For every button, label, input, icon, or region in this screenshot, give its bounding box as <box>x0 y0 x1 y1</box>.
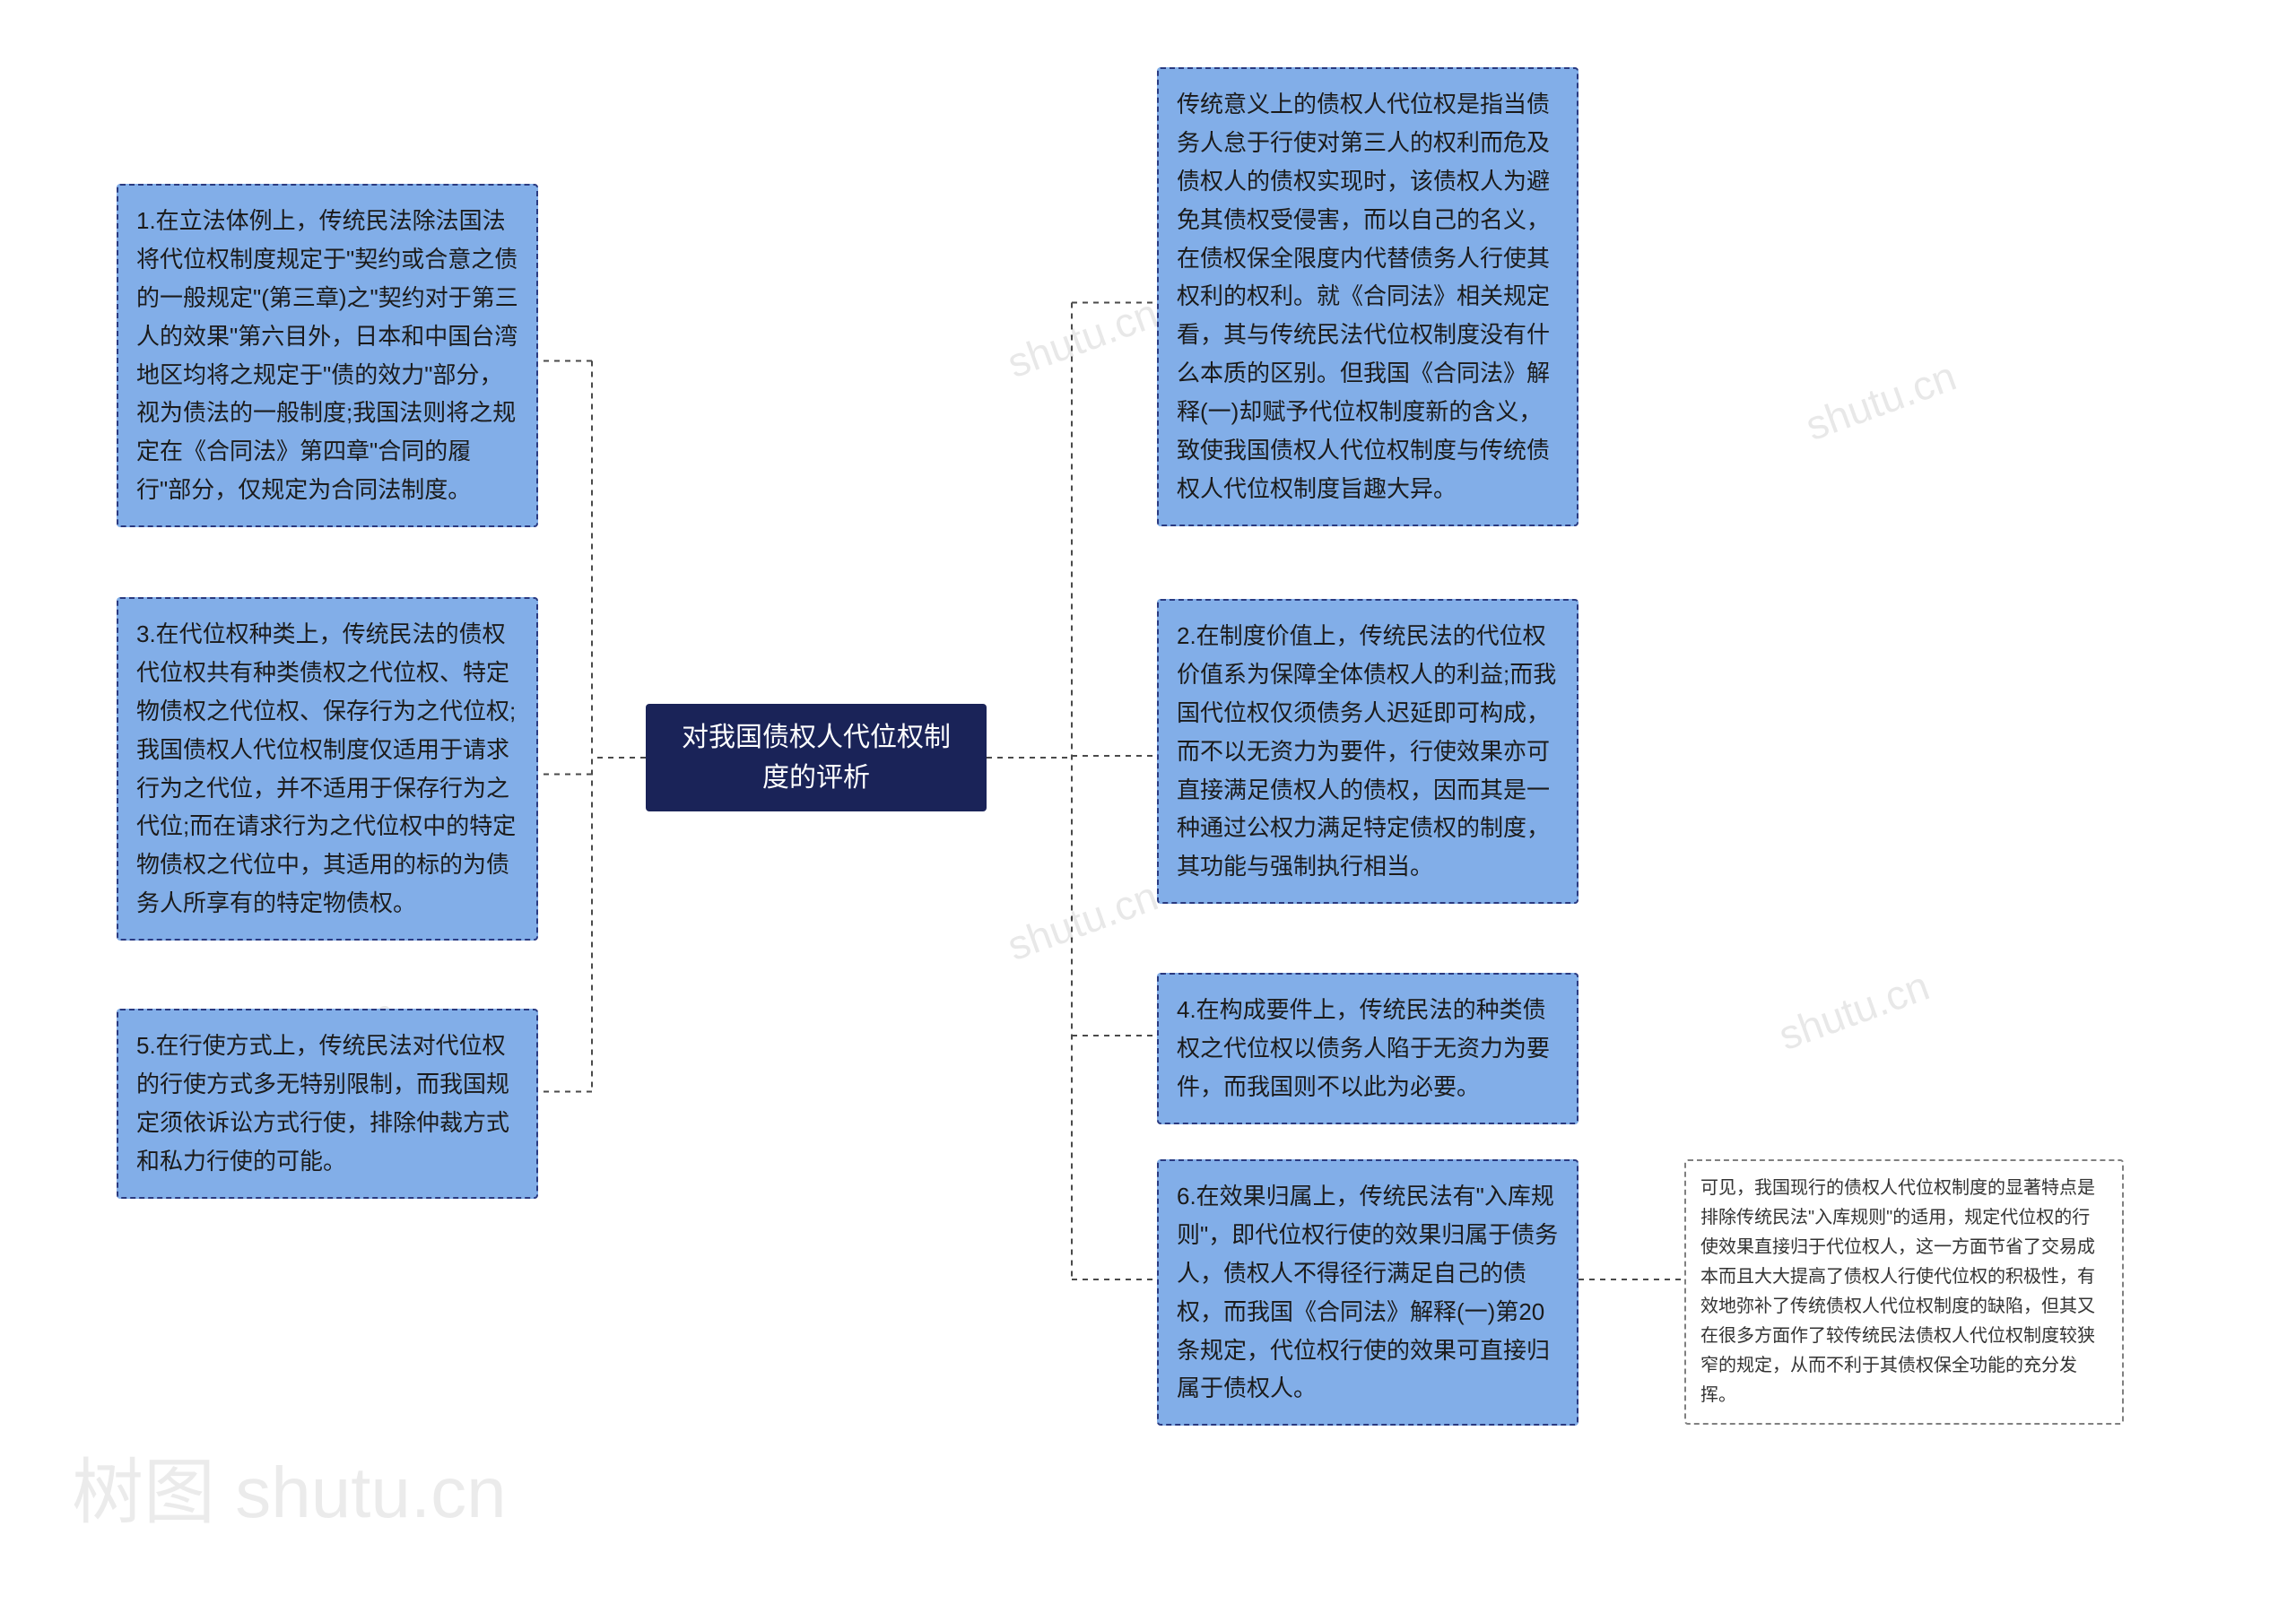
branch-node-text: 传统意义上的债权人代位权是指当债务人怠于行使对第三人的权利而危及债权人的债权实现… <box>1177 91 1550 502</box>
watermark: shutu.cn <box>1799 351 1962 450</box>
watermark: shutu.cn <box>1001 872 1164 970</box>
watermark-big: 树图 shutu.cn <box>72 1435 507 1539</box>
branch-node-text: 5.在行使方式上，传统民法对代位权的行使方式多无特别限制，而我国规定须依诉讼方式… <box>136 1032 509 1175</box>
branch-node-intro[interactable]: 传统意义上的债权人代位权是指当债务人怠于行使对第三人的权利而危及债权人的债权实现… <box>1157 67 1578 526</box>
branch-node-text: 2.在制度价值上，传统民法的代位权价值系为保障全体债权人的利益;而我国代位权仅须… <box>1177 622 1556 880</box>
branch-node-text: 4.在构成要件上，传统民法的种类债权之代位权以债务人陷于无资力为要件，而我国则不… <box>1177 996 1550 1100</box>
branch-node-text: 1.在立法体例上，传统民法除法国法将代位权制度规定于"契约或合意之债的一般规定"… <box>136 207 518 503</box>
mindmap-canvas: shutu.cn shutu.cn shutu.cn shutu.cn shut… <box>0 0 2296 1613</box>
branch-node-4[interactable]: 4.在构成要件上，传统民法的种类债权之代位权以债务人陷于无资力为要件，而我国则不… <box>1157 973 1578 1124</box>
branch-node-5[interactable]: 5.在行使方式上，传统民法对代位权的行使方式多无特别限制，而我国规定须依诉讼方式… <box>117 1009 538 1199</box>
watermark: shutu.cn <box>1001 289 1164 387</box>
watermark: shutu.cn <box>1772 961 1935 1060</box>
center-node[interactable]: 对我国债权人代位权制度的评析 <box>646 704 987 811</box>
branch-node-text: 6.在效果归属上，传统民法有"入库规则"，即代位权行使的效果归属于债务人，债权人… <box>1177 1183 1558 1401</box>
branch-node-1[interactable]: 1.在立法体例上，传统民法除法国法将代位权制度规定于"契约或合意之债的一般规定"… <box>117 184 538 527</box>
branch-node-text: 3.在代位权种类上，传统民法的债权代位权共有种类债权之代位权、特定物债权之代位权… <box>136 620 516 916</box>
branch-node-3[interactable]: 3.在代位权种类上，传统民法的债权代位权共有种类债权之代位权、特定物债权之代位权… <box>117 597 538 941</box>
center-node-label: 对我国债权人代位权制度的评析 <box>671 717 961 798</box>
sub-node-text: 可见，我国现行的债权人代位权制度的显著特点是排除传统民法"入库规则"的适用，规定… <box>1700 1178 2095 1405</box>
branch-node-2[interactable]: 2.在制度价值上，传统民法的代位权价值系为保障全体债权人的利益;而我国代位权仅须… <box>1157 599 1578 904</box>
branch-node-6[interactable]: 6.在效果归属上，传统民法有"入库规则"，即代位权行使的效果归属于债务人，债权人… <box>1157 1159 1578 1426</box>
sub-node-6-1[interactable]: 可见，我国现行的债权人代位权制度的显著特点是排除传统民法"入库规则"的适用，规定… <box>1684 1159 2124 1425</box>
